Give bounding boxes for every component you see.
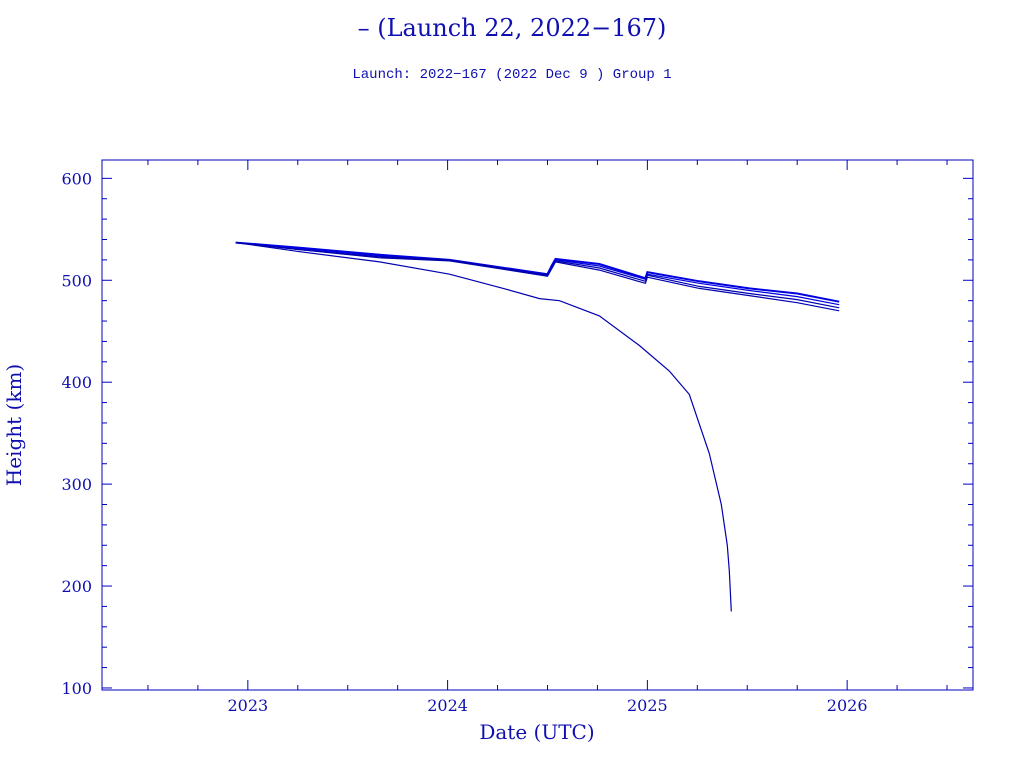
chart-title: – (Launch 22, 2022−167) [357,14,667,42]
series-line-object-2 [235,242,840,306]
y-tick-label: 100 [61,679,92,698]
series-lines [235,241,840,612]
y-tick-label: 400 [61,373,92,392]
y-tick-label: 600 [61,169,92,188]
plot-frame [101,159,974,691]
x-tick-label: 2025 [627,696,668,715]
x-axis-label: Date (UTC) [479,720,594,744]
axis-ticks [102,160,973,690]
series-line-object-1 [235,241,840,303]
series-line-object-4 [235,242,840,312]
x-tick-label: 2024 [427,696,468,715]
x-tick-label: 2023 [227,696,268,715]
tick-labels: 2023 2024 2025 2026 100 200 300 400 500 600 [61,169,867,715]
chart-subtitle: Launch: 2022−167 (2022 Dec 9 ) Group 1 [352,67,672,83]
x-tick-label: 2026 [827,696,868,715]
y-tick-label: 500 [61,271,92,290]
y-axis-label: Height (km) [2,364,26,486]
series-line-object-decayed [235,242,732,612]
series-line-object-3 [235,242,840,309]
y-tick-label: 300 [61,475,92,494]
y-tick-label: 200 [61,577,92,596]
